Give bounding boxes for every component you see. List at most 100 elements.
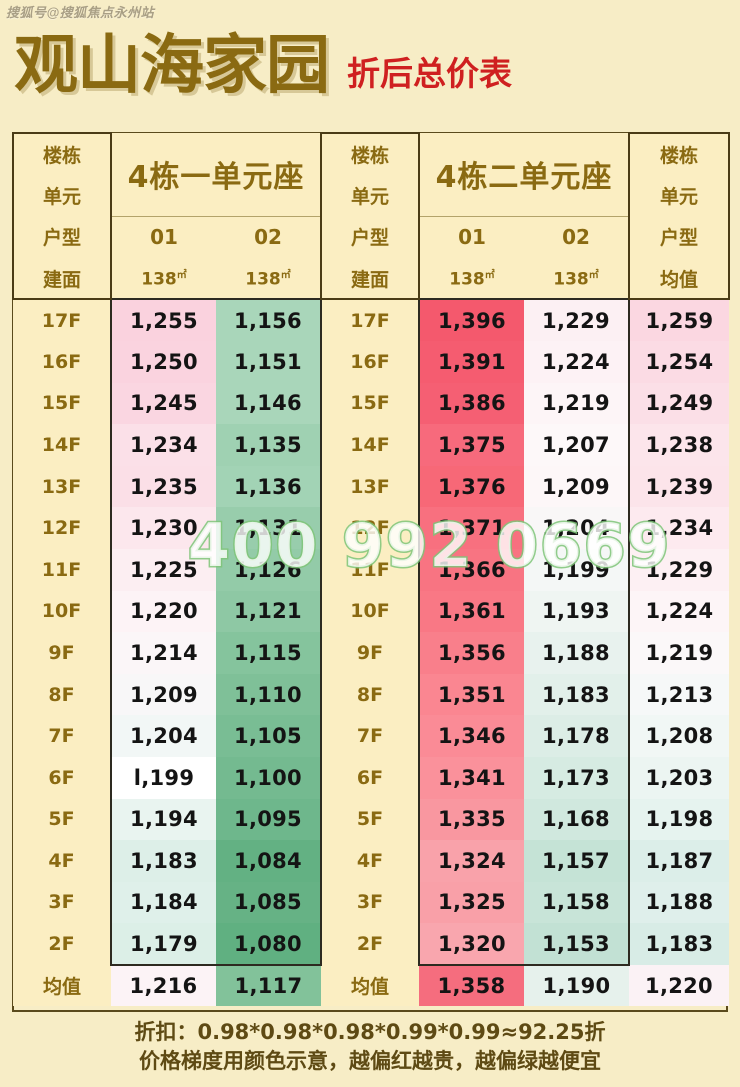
cell-u1-02: 1,126 xyxy=(216,548,322,591)
price-table: 楼栋 4栋一单元座 楼栋 4栋二单元座 楼栋 单元 单元 单元 户型 01 02 户型 01 02 户型 建面… xyxy=(12,132,730,1007)
cell-u2-01: 1,386 xyxy=(418,382,524,425)
row-floor-label-right: 9F xyxy=(321,632,419,674)
cell-u1-01: 1,250 xyxy=(110,340,216,383)
cell-u2-01: 1,324 xyxy=(418,840,524,882)
row-floor-label-right: 10F xyxy=(321,590,419,633)
row-floor-label-right: 14F xyxy=(321,424,419,466)
cell-average: 1,187 xyxy=(629,840,729,882)
cell-u1-01: 1,183 xyxy=(110,840,216,882)
col-area-u1-02: 138㎡ xyxy=(216,257,321,300)
cell-u2-01: 1,375 xyxy=(418,424,524,466)
header-label-unit-3: 单元 xyxy=(628,174,730,217)
table-row: 16F 1,250 1,151 16F 1,391 1,224 1,254 xyxy=(13,340,729,383)
header-label-building: 楼栋 xyxy=(12,132,112,175)
row-floor-label-left: 6F xyxy=(13,756,111,799)
avg-cell-u2-02: 1,190 xyxy=(524,964,629,1007)
cell-average: 1,203 xyxy=(629,756,729,799)
cell-u1-01: 1,225 xyxy=(110,548,216,591)
row-floor-label-left: 17F xyxy=(13,299,111,341)
header-row-unit: 单元 单元 单元 xyxy=(12,174,730,217)
cell-u1-01: 1,235 xyxy=(110,465,216,508)
row-floor-label-right: 12F xyxy=(321,507,419,549)
cell-u2-01: 1,320 xyxy=(418,923,524,966)
col-header-u1-01: 01 xyxy=(111,215,216,258)
cell-u1-02: 1,146 xyxy=(216,382,322,425)
avg-cell-u1-02: 1,117 xyxy=(216,964,321,1007)
row-floor-label-right: 15F xyxy=(321,382,419,425)
cell-u2-02: 1,158 xyxy=(524,881,630,924)
header-label-average: 均值 xyxy=(628,257,730,301)
price-table-wrap: 楼栋 4栋一单元座 楼栋 4栋二单元座 楼栋 单元 单元 单元 户型 01 02 户型 01 02 户型 建面… xyxy=(12,132,730,1012)
cell-u2-02: 1,204 xyxy=(524,507,630,549)
cell-u2-01: 1,391 xyxy=(418,340,524,383)
header-row-building: 楼栋 4栋一单元座 楼栋 4栋二单元座 楼栋 xyxy=(12,132,730,217)
avg-row-label-left: 均值 xyxy=(13,964,111,1007)
row-floor-label-left: 8F xyxy=(13,673,111,716)
table-row: 2F 1,179 1,080 2F 1,320 1,153 1,183 xyxy=(13,923,729,966)
cell-u1-01: 1,194 xyxy=(110,798,216,841)
cell-average: 1,249 xyxy=(629,382,729,425)
row-floor-label-right: 7F xyxy=(321,715,419,757)
cell-average: 1,213 xyxy=(629,673,729,716)
cell-u1-02: 1,136 xyxy=(216,465,322,508)
table-row: 4F 1,183 1,084 4F 1,324 1,157 1,187 xyxy=(13,840,729,882)
cell-u2-02: 1,188 xyxy=(524,632,630,674)
cell-u2-01: 1,361 xyxy=(418,590,524,633)
table-row: 8F 1,209 1,110 8F 1,351 1,183 1,213 xyxy=(13,673,729,716)
table-row-average: 均值 1,216 1,117 均值 1,358 1,190 1,220 xyxy=(13,964,729,1007)
cell-u1-02: 1,151 xyxy=(216,340,322,383)
block-title-unit2: 4栋二单元座 xyxy=(419,133,629,217)
cell-u2-01: 1,371 xyxy=(418,507,524,549)
header-label-layout: 户型 xyxy=(12,216,112,258)
cell-u1-02: 1,156 xyxy=(216,298,322,341)
cell-u1-02: 1,131 xyxy=(216,507,322,549)
cell-u2-01: 1,346 xyxy=(418,715,524,757)
header-row-layout: 户型 01 02 户型 01 02 户型 xyxy=(12,215,730,258)
header-label-layout-3: 户型 xyxy=(628,216,730,258)
cell-u1-02: 1,080 xyxy=(216,923,322,966)
cell-average: 1,234 xyxy=(629,507,729,549)
cell-u2-02: 1,153 xyxy=(524,923,630,966)
col-area-u1-01: 138㎡ xyxy=(111,257,216,300)
cell-u1-02: 1,115 xyxy=(216,632,322,674)
cell-u1-01: l,199 xyxy=(110,756,216,799)
table-row: 3F 1,184 1,085 3F 1,325 1,158 1,188 xyxy=(13,881,729,924)
page-title: 观山海家园 xyxy=(14,29,330,103)
col-area-u2-02: 138㎡ xyxy=(524,257,629,300)
cell-average: 1,254 xyxy=(629,340,729,383)
block-title-unit1: 4栋一单元座 xyxy=(111,133,321,217)
col-header-u2-01: 01 xyxy=(419,215,524,258)
cell-u2-01: 1,396 xyxy=(418,298,524,341)
avg-cell-average: 1,220 xyxy=(629,964,729,1007)
avg-cell-u1-01: 1,216 xyxy=(111,964,216,1007)
cell-average: 1,198 xyxy=(629,798,729,841)
footer-legend-line: 价格梯度用颜色示意，越偏红越贵，越偏绿越便宜 xyxy=(139,1049,601,1073)
cell-u1-02: 1,135 xyxy=(216,424,322,466)
row-floor-label-left: 7F xyxy=(13,715,111,757)
avg-row-label-right: 均值 xyxy=(321,964,419,1007)
header-label-area: 建面 xyxy=(12,257,112,301)
cell-u2-02: 1,157 xyxy=(524,840,630,882)
cell-u2-01: 1,341 xyxy=(418,756,524,799)
row-floor-label-left: 5F xyxy=(13,798,111,841)
cell-u2-02: 1,209 xyxy=(524,465,630,508)
row-floor-label-right: 13F xyxy=(321,465,419,508)
table-row: 7F 1,204 1,105 7F 1,346 1,178 1,208 xyxy=(13,715,729,757)
header-label-area-2: 建面 xyxy=(320,257,420,301)
cell-u2-02: 1,183 xyxy=(524,673,630,716)
col-area-u2-01: 138㎡ xyxy=(419,257,524,300)
row-floor-label-left: 10F xyxy=(13,590,111,633)
row-floor-label-left: 3F xyxy=(13,881,111,924)
header-label-building-2: 楼栋 xyxy=(320,132,420,175)
table-row: 14F 1,234 1,135 14F 1,375 1,207 1,238 xyxy=(13,424,729,466)
cell-u2-01: 1,351 xyxy=(418,673,524,716)
header-row-area: 建面 138㎡ 138㎡ 建面 138㎡ 138㎡ 均值 xyxy=(12,257,730,301)
cell-average: 1,229 xyxy=(629,548,729,591)
row-floor-label-left: 14F xyxy=(13,424,111,466)
row-floor-label-left: 4F xyxy=(13,840,111,882)
cell-u2-02: 1,224 xyxy=(524,340,630,383)
col-header-u2-02: 02 xyxy=(524,215,629,258)
col-header-u1-02: 02 xyxy=(216,215,321,258)
cell-average: 1,259 xyxy=(629,299,729,341)
cell-u1-01: 1,245 xyxy=(110,382,216,425)
